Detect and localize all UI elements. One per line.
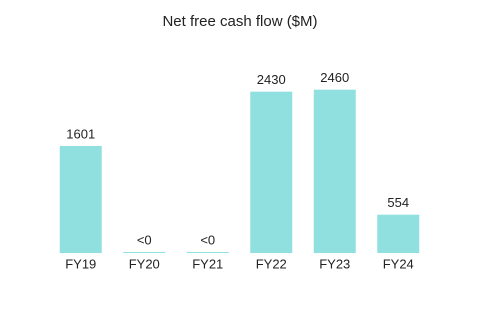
x-tick-label: FY21 [192,256,223,271]
value-label: 2430 [257,72,286,87]
bar [313,89,356,253]
x-tick-label: FY20 [129,256,160,271]
chart-title: Net free cash flow ($M) [162,13,317,30]
value-label: 554 [387,195,409,210]
bar [59,146,102,253]
bar [377,214,420,253]
value-label: <0 [137,232,152,247]
value-label: 1601 [66,126,95,141]
value-label: <0 [200,232,215,247]
x-tick-label: FY19 [65,256,96,271]
x-tick-label: FY23 [319,256,350,271]
bar [123,252,166,253]
x-tick-label: FY22 [256,256,287,271]
bar [250,91,293,253]
value-label: 2460 [320,70,349,85]
bar [186,252,229,253]
x-tick-label: FY24 [383,256,414,271]
